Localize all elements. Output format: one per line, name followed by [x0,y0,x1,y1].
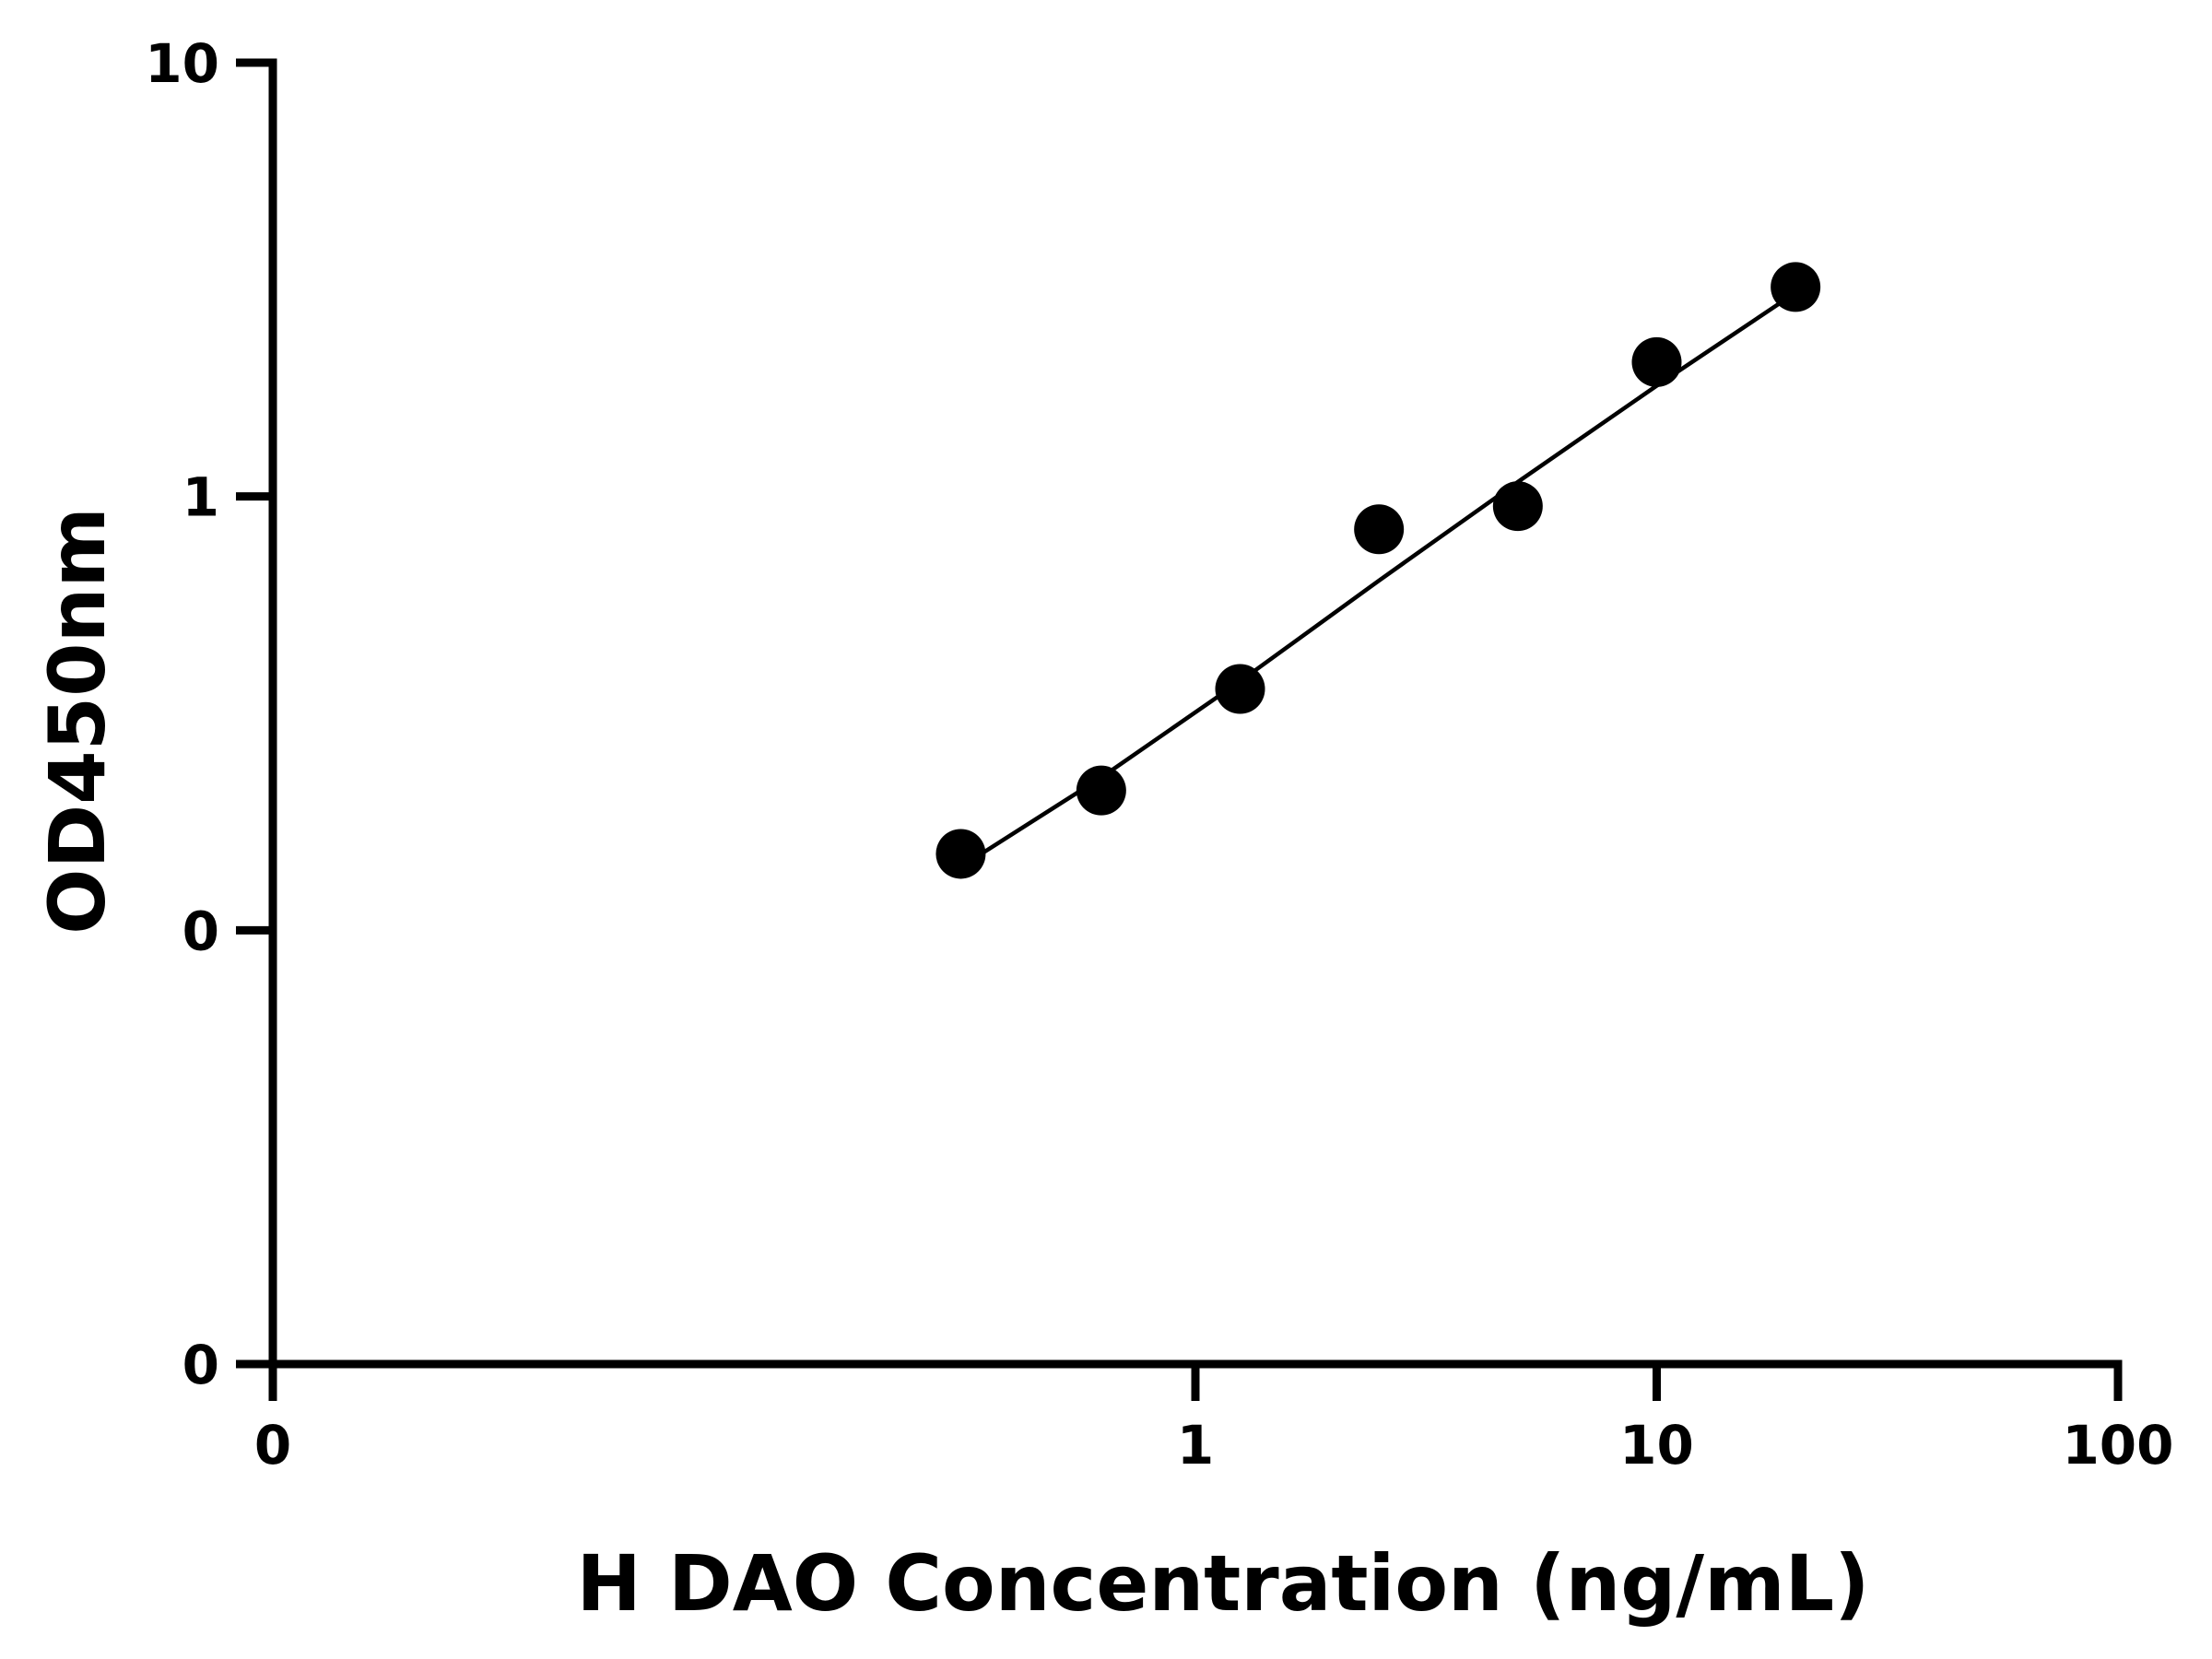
x-axis-title: H DAO Concentration (ng/mL) [576,1538,1869,1629]
x-tick-label: 1 [1177,1414,1214,1477]
x-tick-label: 10 [1619,1414,1694,1477]
x-tick-label: 0 [254,1414,291,1477]
data-point [935,829,986,879]
plot-area [935,262,1821,879]
data-point [1354,504,1405,555]
y-tick-label: 1 [182,466,219,529]
data-point [1076,765,1126,816]
data-point [1771,262,1821,312]
y-tick-label: 0 [182,900,219,962]
y-tick-label: 10 [145,32,219,95]
data-point [1215,664,1265,714]
y-tick-label: 0 [182,1334,219,1396]
data-point [1492,481,1543,532]
data-point [1631,336,1682,387]
x-tick-label: 100 [2062,1414,2173,1477]
y-axis-title: OD450nm [32,507,123,935]
